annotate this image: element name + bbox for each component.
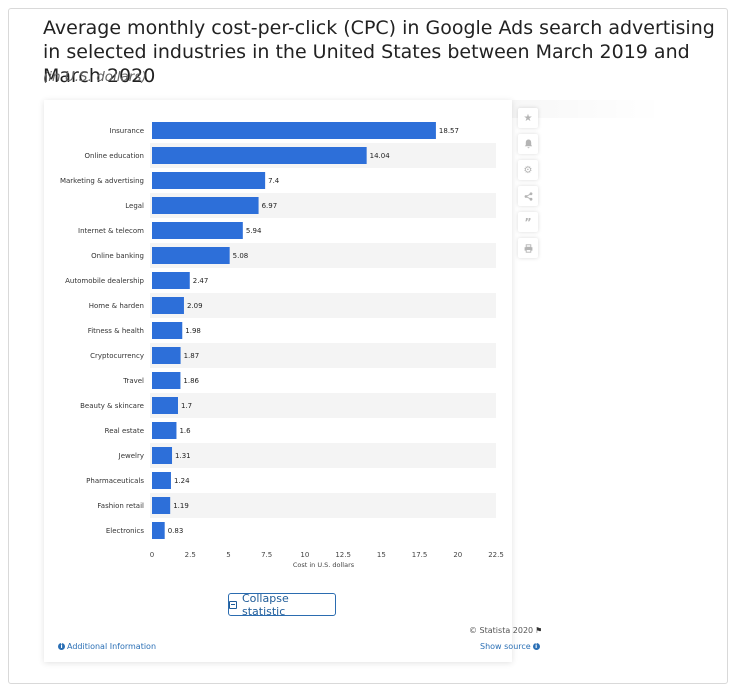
row-stripe [150,493,496,518]
page-subtitle: (in U.S. dollars) [43,69,147,85]
bar-1 [152,122,436,139]
x-axis-ticks: 0 2.5 5 7.5 10 12.5 15 17.5 20 22.5 [150,551,504,559]
value-label: 1.24 [174,477,190,485]
page-title: Average monthly cost-per-click (CPC) in … [43,17,715,87]
value-label: 6.97 [262,202,278,210]
bars [152,122,436,539]
value-label: 1.7 [181,402,192,410]
value-label: 1.98 [185,327,201,335]
category-label: Fitness & health [88,327,144,335]
category-label: Legal [125,202,144,210]
x-tick-label: 10 [300,551,309,559]
value-label: 2.47 [193,277,209,285]
x-tick-label: 12.5 [335,551,351,559]
copyright-text: © Statista 2020 [469,626,534,635]
bar-15 [152,472,171,489]
value-label: 1.19 [173,502,189,510]
flag-icon[interactable]: ⚑ [535,626,543,635]
category-label: Home & harden [89,302,144,310]
category-label: Marketing & advertising [60,177,144,185]
row-stripe [150,293,496,318]
category-label: Jewelry [118,452,144,460]
bell-icon[interactable] [518,134,538,154]
x-tick-label: 22.5 [488,551,504,559]
value-label: 14.04 [370,152,391,160]
value-label: 2.09 [187,302,203,310]
show-source-link[interactable]: Show source i [480,642,542,651]
x-tick-label: 17.5 [412,551,428,559]
bar-2 [152,147,367,164]
category-label: Pharmaceuticals [86,477,144,485]
bar-9 [152,322,183,339]
bar-5 [152,222,243,239]
category-label: Online education [84,152,144,160]
row-stripe [150,343,496,368]
collapse-statistic-button[interactable]: Collapse statistic [228,591,336,618]
collapse-statistic-label: Collapse statistic [241,591,289,618]
category-label: Travel [122,377,144,385]
value-label: 1.87 [184,352,200,360]
x-tick-label: 0 [150,551,154,559]
value-label: 18.57 [439,127,459,135]
category-label: Online banking [91,252,144,260]
value-label: 1.86 [183,377,199,385]
bar-17 [152,522,165,539]
bar-6 [152,247,230,264]
category-label: Automobile dealership [65,277,144,285]
show-source-label: Show source [480,642,531,651]
bar-10 [152,347,181,364]
value-label: 7.4 [268,177,280,185]
star-icon[interactable]: ★ [518,108,538,128]
info-icon: i [58,643,65,650]
bar-3 [152,172,266,189]
category-label: Electronics [106,527,145,535]
category-label: Fashion retail [97,502,144,510]
category-label: Real estate [105,427,144,435]
x-tick-label: 15 [377,551,386,559]
copyright-notice: © Statista 2020 ⚑ [469,626,542,635]
bar-7 [152,272,190,289]
value-label: 5.94 [246,227,262,235]
gear-icon[interactable]: ⚙ [518,160,538,180]
value-label: 1.6 [179,427,191,435]
category-labels: Insurance Online education Marketing & adv… [60,127,145,535]
category-label: Cryptocurrency [90,352,144,360]
bar-12 [152,397,178,414]
bar-4 [152,197,259,214]
value-label: 5.08 [233,252,249,260]
bar-14 [152,447,173,464]
value-label: 0.83 [168,527,184,535]
row-stripe [150,393,496,418]
x-tick-label: 5 [226,551,230,559]
value-label: 1.31 [175,452,191,460]
collapse-icon [229,600,237,609]
value-labels: 18.57 14.04 7.4 6.97 5.94 5.08 2.47 2.09 1.98 1.8… [168,127,459,535]
x-tick-label: 7.5 [261,551,272,559]
bar-16 [152,497,171,514]
x-tick-label: 2.5 [185,551,196,559]
additional-information-label: Additional Information [67,642,157,651]
bar-13 [152,422,177,439]
share-icon[interactable] [518,186,538,206]
quote-icon[interactable]: ” [518,212,538,232]
bar-8 [152,297,184,314]
print-icon[interactable] [518,238,538,258]
info-icon: i [532,643,540,650]
row-stripe [150,443,496,468]
category-label: Insurance [110,127,144,135]
bar-11 [152,372,181,389]
x-axis-title: Cost in U.S. dollars [293,561,355,569]
additional-information-link[interactable]: i Additional Information [56,642,156,651]
category-label: Internet & telecom [78,227,144,235]
x-tick-label: 20 [453,551,462,559]
category-label: Beauty & skincare [80,402,144,410]
toolbar-shadow-strip [512,100,664,118]
